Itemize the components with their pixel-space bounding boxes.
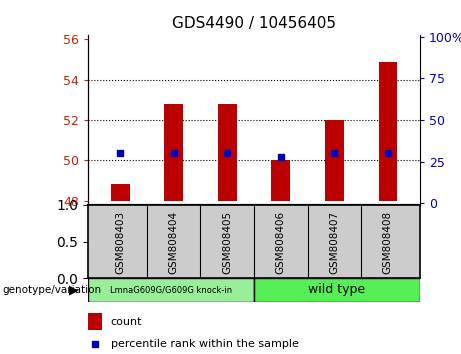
- Text: wild type: wild type: [308, 284, 366, 297]
- Text: GSM808403: GSM808403: [115, 211, 125, 274]
- Point: [224, 150, 231, 156]
- Bar: [88, 278, 254, 302]
- Point: [117, 150, 124, 156]
- Text: GSM808405: GSM808405: [222, 211, 232, 274]
- Text: GSM808404: GSM808404: [169, 211, 179, 274]
- Point: [331, 150, 338, 156]
- Point: [277, 154, 284, 160]
- Bar: [88, 313, 102, 330]
- Bar: [272, 160, 290, 201]
- Point: [170, 150, 177, 156]
- Bar: [111, 184, 130, 201]
- Text: GSM808406: GSM808406: [276, 211, 286, 274]
- Text: count: count: [111, 317, 142, 327]
- Point: [384, 150, 391, 156]
- Bar: [378, 62, 397, 201]
- Title: GDS4490 / 10456405: GDS4490 / 10456405: [172, 16, 336, 31]
- Text: percentile rank within the sample: percentile rank within the sample: [111, 339, 298, 349]
- Text: ▶: ▶: [69, 284, 79, 297]
- Text: GSM808408: GSM808408: [383, 211, 393, 274]
- Text: LmnaG609G/G609G knock-in: LmnaG609G/G609G knock-in: [110, 285, 232, 295]
- Bar: [164, 104, 183, 201]
- Point: [91, 342, 99, 347]
- Text: genotype/variation: genotype/variation: [2, 285, 101, 295]
- Bar: [218, 104, 236, 201]
- Bar: [325, 120, 344, 201]
- Bar: [254, 278, 420, 302]
- Text: GSM808407: GSM808407: [329, 211, 339, 274]
